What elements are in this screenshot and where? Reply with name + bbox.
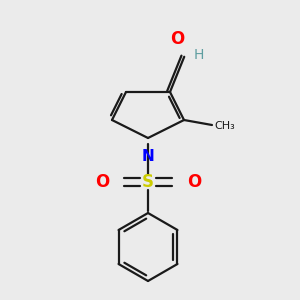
Text: O: O [187, 173, 201, 191]
Text: N: N [142, 149, 154, 164]
Text: H: H [193, 48, 204, 62]
Text: O: O [170, 30, 184, 48]
Text: CH₃: CH₃ [214, 121, 235, 131]
Text: S: S [142, 173, 154, 191]
Text: O: O [95, 173, 109, 191]
